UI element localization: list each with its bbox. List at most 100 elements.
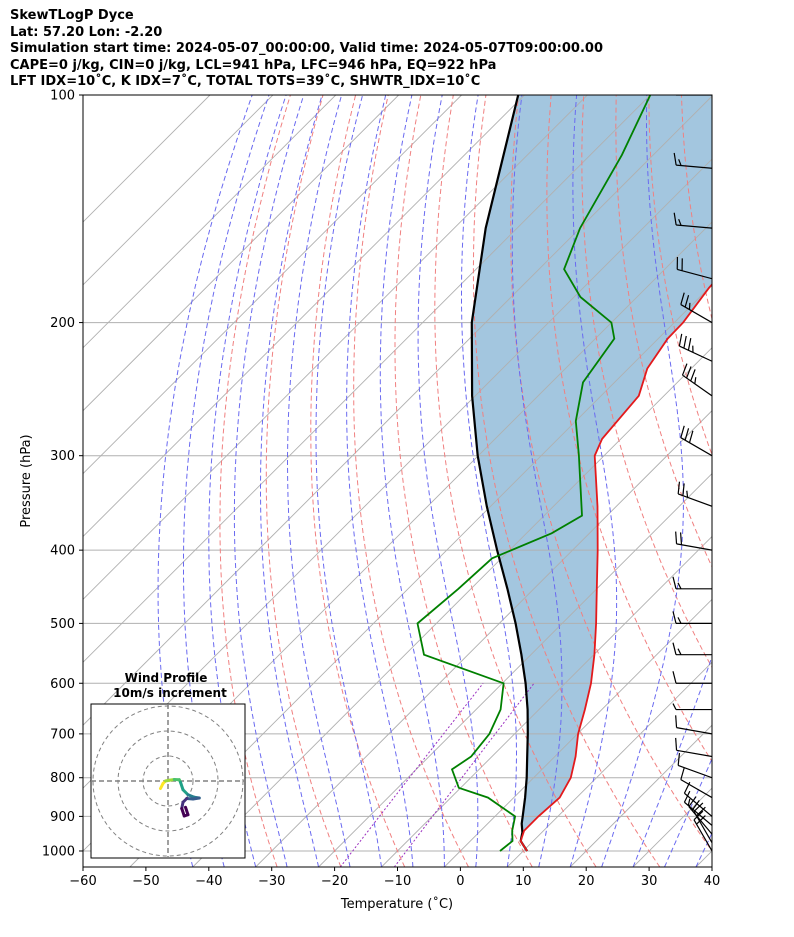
wind-barb-flag bbox=[691, 800, 700, 811]
wind-barb-staff bbox=[677, 764, 712, 779]
chart-title: SkewTLogP Dyce bbox=[10, 8, 134, 23]
moist-adiabat-line bbox=[233, 95, 305, 867]
isotherm-line bbox=[83, 95, 588, 601]
wind-barb bbox=[678, 333, 712, 362]
x-tick-label: 0 bbox=[456, 874, 464, 889]
y-tick-label: 900 bbox=[50, 810, 75, 825]
wind-barb-flag bbox=[684, 295, 690, 308]
wind-barb-staff bbox=[676, 224, 712, 229]
dry-adiabat-line bbox=[581, 95, 712, 669]
moist-adiabat-line bbox=[315, 95, 382, 867]
wind-barb-staff bbox=[676, 164, 712, 169]
wind-barb bbox=[681, 363, 712, 397]
hodograph-title: Wind Profile bbox=[125, 671, 208, 685]
isotherm-line bbox=[569, 724, 712, 867]
y-axis-ticks: 1000 900 800 700 600 500 400 300 200 100 bbox=[42, 89, 83, 859]
wind-barb-flag bbox=[675, 531, 678, 544]
wind-barb-staff bbox=[684, 792, 712, 817]
hodograph-plot bbox=[91, 704, 245, 858]
dry-adiabat-line bbox=[747, 95, 794, 867]
moist-adiabat-line bbox=[157, 95, 253, 867]
wind-barb-flag bbox=[677, 648, 682, 655]
y-tick-label: 500 bbox=[50, 617, 75, 632]
wind-barb-staff bbox=[677, 268, 712, 280]
wind-barb-flag bbox=[677, 582, 682, 590]
moist-adiabat-line bbox=[632, 654, 712, 867]
wind-barb-staff bbox=[676, 727, 712, 735]
wind-barb-flag bbox=[684, 428, 690, 441]
wind-barb-flag bbox=[687, 337, 692, 351]
moist-adiabat-line bbox=[260, 95, 323, 867]
moist-adiabat-line bbox=[569, 95, 618, 867]
y-tick-label: 600 bbox=[50, 677, 75, 692]
wind-barb-flag bbox=[678, 333, 683, 347]
isotherm-line bbox=[381, 535, 712, 867]
wind-barb-flag bbox=[687, 798, 691, 806]
wind-barb bbox=[675, 715, 712, 735]
isotherm-line bbox=[83, 95, 712, 726]
wind-barb-flag bbox=[678, 159, 682, 166]
wind-barb-flag bbox=[672, 642, 677, 655]
wind-barb-staff bbox=[677, 493, 712, 507]
wind-barb bbox=[675, 531, 712, 551]
wind-barb bbox=[680, 425, 712, 457]
wind-barb bbox=[677, 481, 712, 507]
isotherm-line bbox=[759, 95, 794, 867]
x-axis-ticks: −60 −50 −40 −30 −20 −10 0 10 20 30 40 bbox=[69, 867, 720, 889]
temperature-profile-line bbox=[519, 283, 712, 852]
profiles bbox=[416, 95, 712, 852]
isotherm-line bbox=[506, 661, 712, 867]
wind-barb-flag bbox=[690, 369, 696, 382]
wind-barb-staff bbox=[676, 543, 712, 551]
wind-barb-flag bbox=[688, 796, 697, 807]
isotherm-line bbox=[83, 95, 525, 538]
wind-barb-flag bbox=[680, 425, 685, 438]
stability-indices: LFT IDX=10˚C, K IDX=7˚C, TOTAL TOTS=39˚C… bbox=[10, 74, 481, 89]
dry-adiabat-line bbox=[648, 95, 712, 457]
wind-barbs bbox=[672, 95, 712, 852]
wind-barb-flag bbox=[675, 715, 678, 728]
wind-barb-flag bbox=[683, 335, 687, 349]
isotherm-line bbox=[83, 95, 651, 663]
wind-barb-flag bbox=[677, 753, 681, 766]
station-location: Lat: 57.20 Lon: -2.20 bbox=[10, 24, 163, 40]
wind-barb-flag bbox=[672, 576, 677, 589]
hodograph-segment bbox=[184, 805, 190, 817]
moist-adiabats bbox=[157, 95, 712, 867]
cape-shading bbox=[471, 95, 712, 833]
wind-barb-flag bbox=[696, 815, 706, 825]
wind-barb-staff bbox=[684, 801, 712, 826]
moist-adiabat-line bbox=[664, 757, 712, 867]
wind-barb bbox=[672, 642, 712, 656]
wind-barb bbox=[673, 152, 712, 169]
moist-adiabat-line bbox=[601, 95, 684, 867]
wind-barb-flag bbox=[673, 212, 677, 226]
dry-adiabat-line bbox=[394, 95, 533, 867]
y-tick-label: 800 bbox=[50, 771, 75, 786]
dry-adiabats bbox=[219, 95, 794, 867]
wind-barb bbox=[676, 257, 712, 280]
wind-barb-flag bbox=[694, 377, 697, 384]
wind-barb-flag bbox=[693, 810, 704, 821]
y-tick-label: 300 bbox=[50, 449, 75, 464]
x-tick-label: −10 bbox=[384, 874, 411, 889]
x-tick-label: −40 bbox=[195, 874, 222, 889]
wind-barb-flag bbox=[680, 292, 685, 305]
x-tick-label: 40 bbox=[704, 874, 721, 889]
dry-adiabat-line bbox=[310, 95, 406, 867]
wind-barb bbox=[693, 810, 712, 852]
y-axis-label: Pressure (hPa) bbox=[19, 434, 34, 527]
moist-adiabat-line bbox=[183, 95, 270, 867]
x-axis-label: Temperature (˚C) bbox=[340, 896, 453, 912]
wind-barb bbox=[680, 767, 712, 799]
isotherm-line bbox=[83, 95, 399, 412]
wind-barb bbox=[675, 737, 712, 758]
convective-indices: CAPE=0 j/kg, CIN=0 j/kg, LCL=941 hPa, LF… bbox=[10, 57, 497, 73]
wind-barb-flag bbox=[686, 366, 692, 379]
wind-barb bbox=[672, 611, 712, 625]
chart-header: SkewTLogP Dyce Lat: 57.20 Lon: -2.20 Sim… bbox=[10, 8, 790, 91]
wind-barb-staff bbox=[676, 749, 712, 758]
isotherm-line bbox=[83, 95, 462, 475]
wind-barb-staff bbox=[693, 819, 712, 852]
